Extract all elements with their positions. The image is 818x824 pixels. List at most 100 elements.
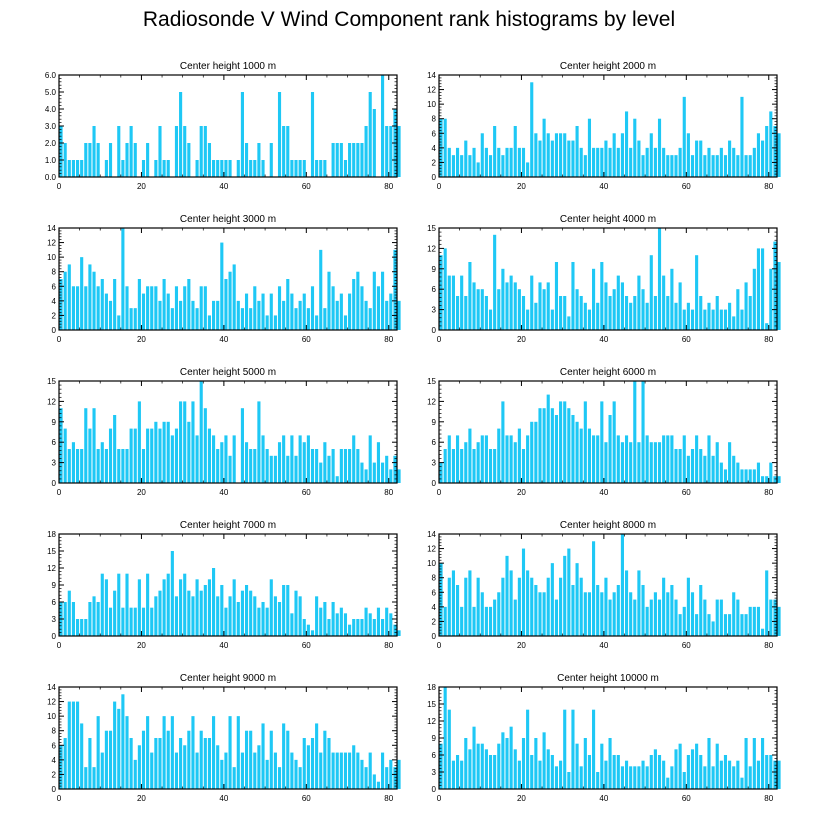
bar — [286, 585, 290, 636]
bar — [372, 619, 376, 636]
x-tick-label: 40 — [599, 182, 608, 191]
bar — [517, 428, 521, 483]
bar — [575, 289, 579, 330]
bar — [244, 730, 249, 789]
y-tick-label: 9 — [432, 734, 437, 743]
bar — [670, 268, 674, 330]
bar — [728, 442, 732, 483]
bar — [563, 401, 567, 483]
bar — [715, 599, 719, 636]
bar — [207, 428, 212, 483]
y-tick-label: 4 — [432, 144, 437, 153]
bar — [253, 160, 257, 177]
bar — [224, 607, 228, 636]
panel-title: Center height 8000 m — [560, 520, 656, 531]
bar — [657, 442, 662, 483]
x-tick-label: 60 — [682, 794, 691, 803]
bar — [348, 449, 352, 483]
bar — [125, 573, 129, 636]
bar — [641, 155, 645, 177]
bar — [728, 760, 732, 789]
bar — [397, 300, 401, 330]
plot-frame — [438, 227, 778, 331]
bar — [261, 160, 265, 177]
bar — [327, 738, 331, 789]
bar — [550, 408, 554, 483]
plot-frame — [58, 686, 398, 790]
bar — [207, 315, 212, 330]
bar — [740, 469, 744, 483]
bar — [674, 449, 678, 483]
bar — [637, 570, 641, 636]
bar — [509, 726, 513, 789]
x-tick-label: 0 — [437, 794, 442, 803]
bar — [108, 300, 113, 330]
bar — [715, 743, 719, 789]
bar — [682, 96, 686, 177]
x-tick-label: 0 — [437, 335, 442, 344]
bar — [439, 462, 443, 483]
bar — [447, 709, 451, 789]
bar — [162, 279, 166, 330]
bar — [723, 155, 728, 177]
bar — [108, 730, 113, 789]
bar — [575, 743, 579, 789]
bar — [372, 774, 376, 789]
x-tick-label: 20 — [137, 794, 146, 803]
bar — [509, 275, 513, 330]
bar — [472, 449, 476, 483]
bar — [92, 408, 96, 483]
bar — [84, 408, 88, 483]
bar — [282, 126, 286, 177]
bar — [158, 126, 162, 177]
bar — [633, 766, 637, 789]
x-tick-label: 20 — [517, 641, 526, 650]
bar — [550, 563, 554, 636]
bar — [261, 723, 265, 789]
bar — [678, 147, 682, 177]
bar — [517, 577, 521, 636]
bar — [649, 133, 653, 177]
bar — [526, 162, 530, 177]
histogram-panel-3: Center height 3000 m 0 2 4 6 8 10 12 14 0 20 40 60 80 — [47, 214, 401, 344]
y-tick-label: 6 — [52, 282, 57, 291]
bar — [75, 701, 80, 789]
bar — [513, 749, 517, 789]
bar — [662, 275, 666, 330]
bar — [356, 752, 360, 789]
bar — [521, 296, 526, 330]
bar — [699, 140, 703, 177]
y-tick-label: 3 — [52, 615, 57, 624]
bar — [740, 96, 744, 177]
bar — [769, 268, 773, 330]
bar — [389, 126, 393, 177]
x-tick-label: 40 — [219, 335, 228, 344]
bar — [269, 143, 273, 177]
bar — [559, 296, 563, 330]
y-tick-label: 8 — [52, 727, 57, 736]
bar — [170, 308, 174, 330]
bar — [199, 730, 203, 789]
bar — [232, 579, 236, 636]
y-tick-label: 15 — [47, 377, 56, 386]
bar — [616, 147, 620, 177]
bar — [653, 592, 657, 636]
bar — [777, 133, 781, 177]
bar — [534, 585, 538, 636]
bar — [587, 428, 592, 483]
bar — [364, 469, 368, 483]
y-tick-label: 12 — [427, 86, 436, 95]
bar — [686, 302, 690, 330]
y-tick-label: 10 — [427, 559, 436, 568]
bar — [666, 777, 670, 789]
bar — [80, 723, 84, 789]
bar — [84, 619, 88, 636]
bar — [769, 111, 773, 177]
bar — [174, 752, 179, 789]
bar — [612, 592, 616, 636]
bar — [761, 248, 765, 330]
bar — [711, 155, 715, 177]
bar — [443, 687, 447, 789]
bar — [364, 126, 368, 177]
bar — [542, 732, 546, 789]
